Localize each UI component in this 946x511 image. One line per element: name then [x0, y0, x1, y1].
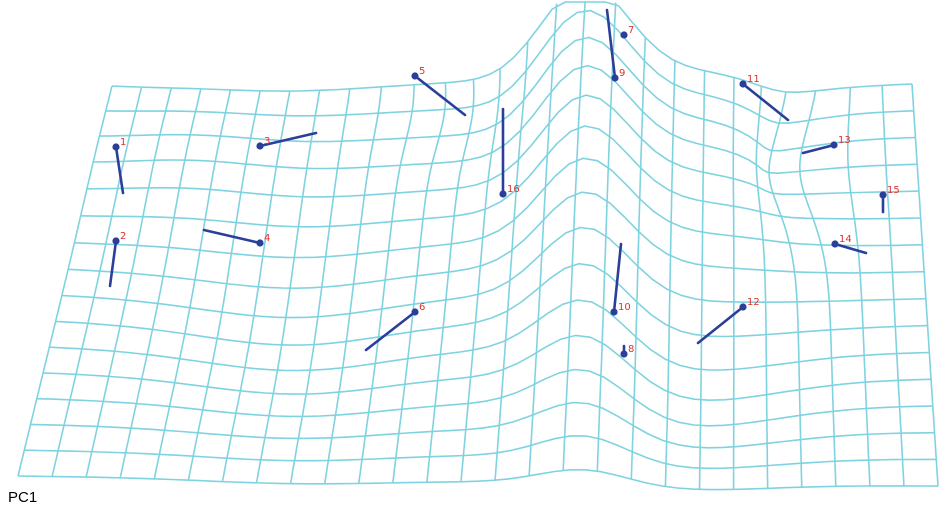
grid-row-line: [105, 9, 914, 124]
landmark-8-point: [620, 350, 628, 358]
grid-column-line: [85, 87, 173, 478]
deformation-grid: [17, 1, 939, 491]
grid-column-line: [357, 84, 415, 484]
grid-column-line: [392, 82, 447, 484]
landmark-13-label: 13: [838, 135, 851, 146]
grid-column-line: [119, 88, 202, 478]
grid-column-line: [153, 89, 232, 480]
landmark-10-label: 10: [618, 302, 631, 313]
landmark-7-label: 7: [628, 25, 634, 36]
landmark-2-label: 2: [120, 231, 126, 242]
landmark-5-label: 5: [419, 66, 425, 77]
grid-column-line: [732, 77, 735, 490]
landmark-3-displacement-vector: [258, 131, 318, 148]
grid-column-line: [426, 79, 475, 483]
landmark-11-displacement-vector: [741, 82, 790, 122]
landmark-10-displacement-vector: [612, 242, 623, 314]
grid-row-line: [43, 334, 932, 401]
grid-column-line: [755, 86, 769, 489]
landmark-1-label: 1: [120, 137, 126, 148]
component-label: PC1: [8, 489, 37, 506]
landmark-9-displacement-vector: [605, 8, 617, 80]
grid-row-line: [80, 125, 921, 228]
grid-column-line: [323, 86, 383, 484]
landmark-7-point: [620, 31, 628, 39]
landmark-15-label: 15: [887, 185, 900, 196]
landmark-10-point: [610, 308, 618, 316]
grid-column-line: [630, 37, 647, 480]
landmark-1-displacement-vector: [114, 145, 125, 195]
grid-row-line: [61, 226, 926, 319]
grid-column-line: [460, 68, 501, 482]
landmark-5-displacement-vector: [413, 74, 467, 117]
grid-column-line: [289, 88, 351, 484]
grid-row-line: [93, 64, 918, 174]
landmark-4-displacement-vector: [202, 228, 262, 245]
landmark-4-point: [256, 239, 264, 247]
grid-column-line: [528, 3, 558, 476]
landmark-13-displacement-vector: [801, 143, 836, 155]
landmark-6-displacement-vector: [364, 310, 417, 352]
grid-row-line: [30, 401, 935, 449]
landmark-14-displacement-vector: [833, 242, 868, 255]
grid-column-line: [698, 70, 706, 490]
landmark-13-point: [830, 141, 838, 149]
landmark-8-label: 8: [628, 344, 634, 355]
landmark-2-point: [112, 237, 120, 245]
landmark-5-point: [411, 72, 419, 80]
landmark-9-point: [611, 74, 619, 82]
landmark-15-point: [879, 191, 887, 199]
landmark-vectors: [108, 8, 885, 356]
grid-column-line: [664, 60, 676, 487]
landmark-14-point: [831, 240, 839, 248]
grid-row-line: [68, 191, 925, 289]
landmark-1-point: [112, 143, 120, 151]
landmark-6-point: [411, 308, 419, 316]
grid-column-line: [911, 83, 939, 487]
landmark-2-displacement-vector: [108, 239, 118, 288]
grid-column-line: [51, 86, 143, 477]
landmark-12-label: 12: [747, 297, 760, 308]
grid-row-line: [17, 469, 939, 491]
grid-column-line: [596, 2, 617, 472]
grid-column-line: [768, 91, 803, 488]
grid-column-line: [255, 90, 321, 483]
landmark-14-label: 14: [839, 234, 852, 245]
landmark-3-label: 3: [264, 136, 270, 147]
grid-column-line: [847, 87, 871, 486]
landmark-6-label: 6: [419, 302, 425, 313]
landmark-12-displacement-vector: [696, 305, 745, 345]
grid-column-line: [17, 85, 113, 477]
grid-row-line: [99, 36, 916, 152]
landmark-3-point: [256, 142, 264, 150]
landmark-16-label: 16: [507, 184, 520, 195]
grid-row-line: [49, 299, 930, 372]
grid-row-line: [24, 435, 937, 470]
landmark-11-label: 11: [747, 74, 760, 85]
landmark-9-label: 9: [619, 68, 625, 79]
landmark-12-point: [739, 303, 747, 311]
grid-column-line: [221, 90, 291, 482]
landmark-4-label: 4: [264, 233, 270, 244]
landmark-points: [112, 31, 887, 358]
grid-column-line: [881, 85, 905, 486]
grid-row-line: [111, 1, 913, 93]
grid-column-line: [187, 90, 261, 481]
grid-row-line: [74, 157, 923, 259]
grid-row-line: [36, 368, 933, 427]
grid-column-line: [799, 90, 837, 487]
grid-row-line: [55, 262, 928, 346]
landmark-11-point: [739, 80, 747, 88]
grid-column-line: [562, 1, 587, 471]
grid-column-line: [494, 41, 529, 481]
landmark-16-point: [499, 190, 507, 198]
